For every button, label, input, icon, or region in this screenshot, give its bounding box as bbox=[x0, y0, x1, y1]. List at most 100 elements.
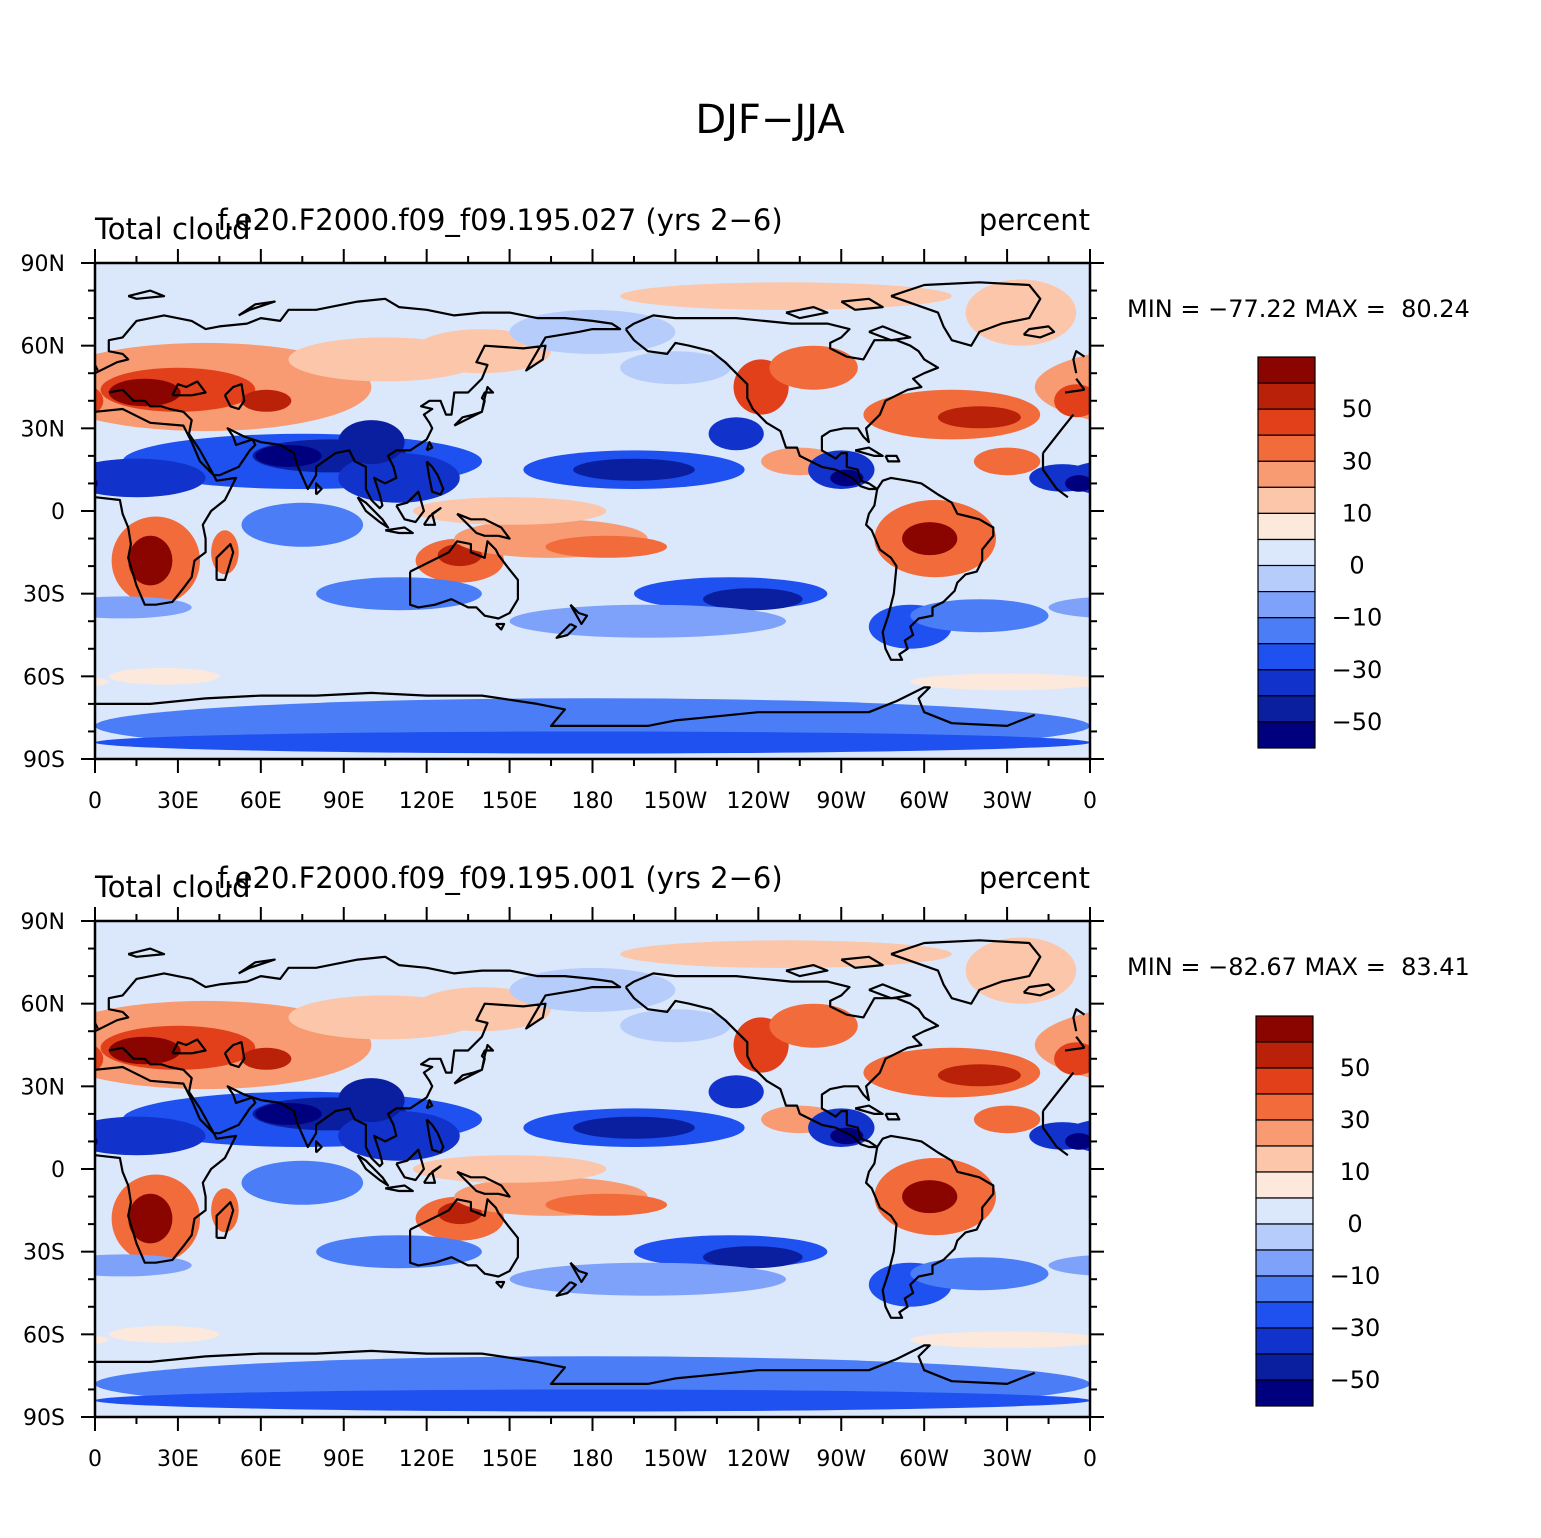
anomaly-region bbox=[241, 502, 364, 547]
anomaly-region bbox=[769, 1003, 858, 1048]
coastline bbox=[453, 1043, 495, 1085]
anomaly-region bbox=[211, 530, 239, 575]
anomaly-region bbox=[108, 1036, 181, 1065]
anomaly-region bbox=[910, 599, 1049, 633]
colorbar-box bbox=[1255, 1067, 1314, 1095]
colorbar-label: −10 bbox=[1330, 1262, 1381, 1290]
colorbar-box bbox=[1257, 617, 1316, 645]
colorbar-box bbox=[1257, 486, 1316, 514]
colorbar-label: 0 bbox=[1349, 552, 1364, 580]
coastline bbox=[890, 281, 1042, 347]
coastline bbox=[785, 963, 829, 978]
panel-2-left-title: Total cloud bbox=[94, 870, 250, 904]
coastline bbox=[215, 542, 235, 582]
anomaly-region bbox=[316, 577, 482, 611]
panel-2-map bbox=[0, 919, 1541, 1419]
anomaly-region bbox=[108, 1326, 220, 1343]
coastline bbox=[95, 1065, 238, 1264]
coastline bbox=[395, 490, 425, 524]
coastline bbox=[555, 623, 578, 639]
y-tick-label: 60N bbox=[21, 335, 65, 360]
coastline bbox=[95, 1349, 593, 1386]
colorbar-box bbox=[1255, 1093, 1314, 1121]
anomaly-region bbox=[910, 1257, 1049, 1291]
coastline bbox=[1042, 413, 1075, 454]
colorbar-box bbox=[1255, 1171, 1314, 1199]
anomaly-region bbox=[573, 1116, 695, 1139]
y-tick-label: 30S bbox=[23, 1241, 65, 1266]
panel-2-axes: 0 30E 60E 90E 120E 150E 180 150W 120W 90W 60W 30W 09… bbox=[21, 907, 1104, 1472]
panel-1-stats: MIN = −77.22 MAX = 80.24 bbox=[1127, 295, 1470, 323]
anomaly-region bbox=[937, 1064, 1021, 1087]
anomaly-region bbox=[241, 1047, 292, 1070]
colorbar-box bbox=[1255, 1353, 1314, 1381]
anomaly-region bbox=[703, 588, 803, 611]
anomaly-region bbox=[95, 1335, 109, 1345]
colorbar-box bbox=[1257, 408, 1316, 436]
colorbar-box bbox=[1255, 1223, 1314, 1251]
coastline bbox=[395, 1148, 425, 1182]
anomaly-region bbox=[412, 497, 607, 525]
x-tick-label: 60W bbox=[899, 789, 949, 814]
y-tick-label: 60N bbox=[21, 993, 65, 1018]
colorbar-box bbox=[1257, 669, 1316, 697]
anomaly-region bbox=[255, 444, 322, 467]
anomaly-region bbox=[509, 967, 676, 1012]
anomaly-region bbox=[910, 1331, 1090, 1349]
x-tick-label: 180 bbox=[572, 789, 614, 814]
colorbar-label: −50 bbox=[1332, 708, 1383, 736]
anomaly-region bbox=[95, 470, 101, 486]
coastline bbox=[171, 380, 207, 397]
anomaly-region bbox=[1090, 1390, 1541, 1412]
x-tick-label: 120W bbox=[726, 1447, 790, 1472]
anomaly-region bbox=[509, 1262, 786, 1296]
anomaly-region bbox=[973, 447, 1041, 476]
anomaly-region bbox=[708, 1075, 764, 1109]
x-tick-label: 180 bbox=[572, 1447, 614, 1472]
colorbar-label: −30 bbox=[1330, 1314, 1381, 1342]
coastline bbox=[422, 507, 442, 526]
anomaly-region bbox=[95, 1389, 1090, 1412]
x-tick-label: 0 bbox=[1083, 1447, 1097, 1472]
coastline bbox=[422, 1165, 442, 1184]
coastline bbox=[884, 1112, 901, 1121]
coastline bbox=[223, 383, 246, 411]
anomaly-region bbox=[620, 351, 731, 385]
anomaly-region bbox=[108, 668, 220, 685]
colorbar-label: 10 bbox=[1342, 499, 1373, 527]
anomaly-region bbox=[769, 345, 858, 390]
anomaly-region bbox=[902, 522, 958, 556]
anomaly-region bbox=[545, 1193, 668, 1216]
anomaly-region bbox=[0, 1356, 95, 1411]
anomaly-region bbox=[95, 677, 109, 687]
x-tick-label: 150E bbox=[482, 789, 538, 814]
coastline bbox=[592, 1344, 1036, 1386]
x-tick-label: 120E bbox=[399, 789, 455, 814]
anomaly-region bbox=[703, 1246, 803, 1269]
colorbar-box bbox=[1255, 1301, 1314, 1329]
colorbar-box bbox=[1255, 1249, 1314, 1277]
colorbar-label: 30 bbox=[1342, 447, 1373, 475]
coastline bbox=[1042, 1071, 1075, 1112]
anomaly-region bbox=[910, 673, 1090, 691]
anomaly-region bbox=[108, 378, 181, 407]
y-tick-label: 0 bbox=[51, 500, 65, 525]
coastline bbox=[238, 958, 276, 975]
coastline bbox=[127, 947, 166, 958]
anomaly-region bbox=[1054, 1042, 1090, 1076]
anomaly-region bbox=[338, 420, 405, 465]
coastline bbox=[425, 441, 434, 452]
coastline bbox=[890, 939, 1042, 1005]
y-tick-label: 60S bbox=[23, 665, 65, 690]
anomaly-region bbox=[620, 1009, 731, 1043]
coastline bbox=[425, 460, 445, 496]
panel-1-left-title: Total cloud bbox=[94, 212, 250, 246]
x-tick-label: 120E bbox=[399, 1447, 455, 1472]
panel-2: Total cloud f.e20.F2000.f09_f09.195.001 … bbox=[0, 861, 1541, 1472]
coastline bbox=[1041, 453, 1069, 499]
panel-2-colorbar: 50 30 10 0 −10 −30 −50 bbox=[1255, 1015, 1381, 1407]
colorbar-label: −30 bbox=[1332, 656, 1383, 684]
y-tick-label: 60S bbox=[23, 1323, 65, 1348]
coastline bbox=[868, 325, 912, 342]
